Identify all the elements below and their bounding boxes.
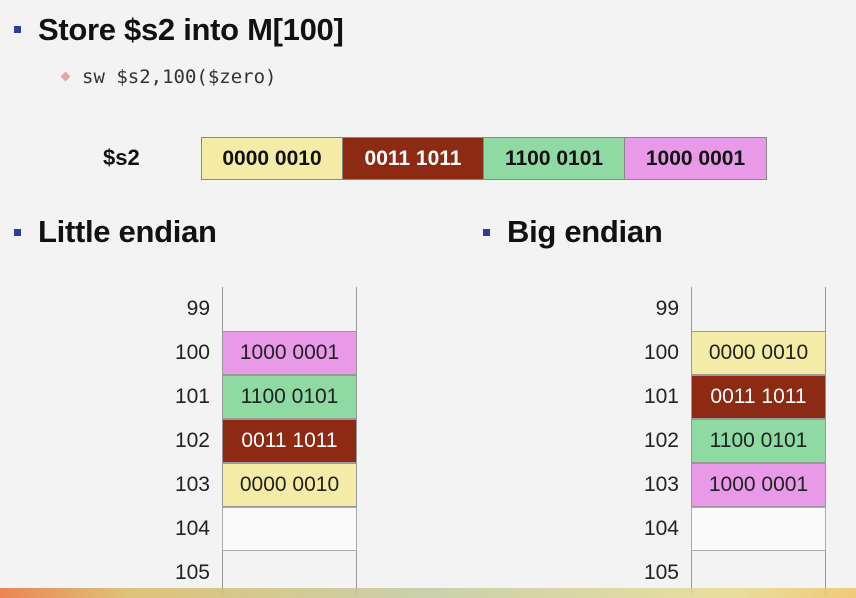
big-endian-heading: Big endian xyxy=(507,214,663,249)
register-byte: 1000 0001 xyxy=(625,138,766,179)
memory-cell-open xyxy=(691,551,826,595)
register-byte: 1100 0101 xyxy=(484,138,625,179)
instruction-bullet xyxy=(60,71,71,82)
memory-cell: 1100 0101 xyxy=(222,375,357,419)
memory-cell-open xyxy=(222,287,357,331)
little-endian-heading: Little endian xyxy=(38,214,217,249)
memory-address: 100 xyxy=(174,341,210,364)
register-label: $s2 xyxy=(103,145,140,170)
register-byte: 0000 0010 xyxy=(202,138,343,179)
register-byte: 0011 1011 xyxy=(343,138,484,179)
memory-cell xyxy=(222,507,357,551)
memory-cell: 0000 0010 xyxy=(691,331,826,375)
memory-cell: 1000 0001 xyxy=(691,463,826,507)
memory-cell: 1100 0101 xyxy=(691,419,826,463)
footer-decoration xyxy=(0,588,856,598)
memory-address: 105 xyxy=(174,561,210,584)
memory-address: 99 xyxy=(186,297,210,320)
memory-cell-open xyxy=(222,551,357,595)
title-bullet xyxy=(14,26,21,33)
little-endian-bullet xyxy=(14,229,21,236)
instruction-code: sw $s2,100($zero) xyxy=(82,66,276,88)
memory-address: 101 xyxy=(174,385,210,408)
instruction-text: sw $s2,100($zero) xyxy=(82,66,277,88)
memory-cell: 0011 1011 xyxy=(222,419,357,463)
memory-cell: 0011 1011 xyxy=(691,375,826,419)
memory-address: 100 xyxy=(643,341,679,364)
memory-cell: 0000 0010 xyxy=(222,463,357,507)
memory-address: 104 xyxy=(643,517,679,540)
memory-address: 103 xyxy=(174,473,210,496)
memory-address: 103 xyxy=(643,473,679,496)
big-endian-bullet xyxy=(483,229,490,236)
memory-address: 102 xyxy=(174,429,210,452)
memory-address: 99 xyxy=(655,297,679,320)
register-bytes: 0000 0010 0011 1011 1100 0101 1000 0001 xyxy=(201,137,767,180)
memory-cell xyxy=(691,507,826,551)
memory-address: 102 xyxy=(643,429,679,452)
memory-address: 101 xyxy=(643,385,679,408)
page-title: Store $s2 into M[100] xyxy=(38,12,344,47)
memory-cell: 1000 0001 xyxy=(222,331,357,375)
memory-address: 104 xyxy=(174,517,210,540)
memory-address: 105 xyxy=(643,561,679,584)
memory-cell-open xyxy=(691,287,826,331)
